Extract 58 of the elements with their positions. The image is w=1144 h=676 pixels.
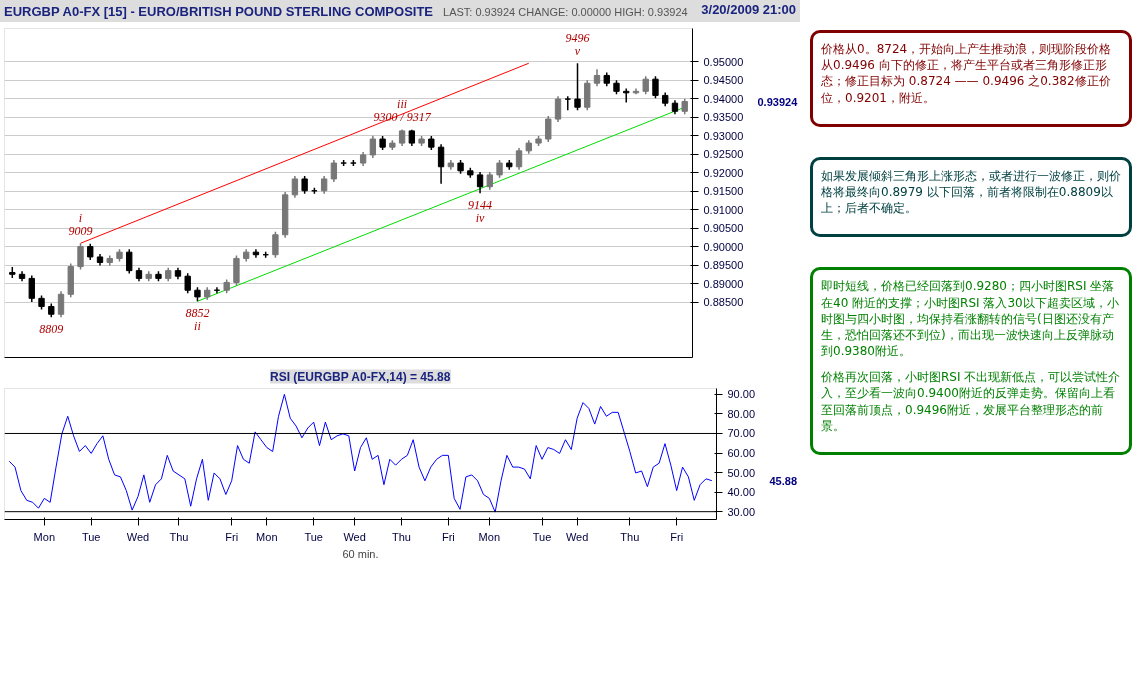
x-tick-label: Fri (225, 530, 239, 543)
x-tick-label: Fri (670, 530, 684, 543)
text: 价格从0。8724，开始向上产生推动浪，则现阶段价格从0.9496 向下的修正，将产生平台或者三角形修正形态；修正目标为 0.8724 —— 0.9496 之0.382修正价位，0.9201，附近。 (821, 41, 1113, 106)
annotation: 8809 (39, 322, 64, 337)
chart-subtitle: LAST: 0.93924 CHANGE: 0.00000 HIGH: 0.93924 (443, 6, 688, 18)
y-tick-label: 0.88500 (703, 296, 744, 309)
x-tick-label: Mon (478, 530, 501, 543)
x-tick-label: Wed (343, 530, 366, 543)
annotation: ii (194, 319, 201, 334)
annotation: 9300 / 9317 (373, 110, 432, 125)
text: 0.93924 (757, 95, 799, 108)
y-tick-label: 90.00 (727, 388, 756, 401)
chart-title: EURGBP A0-FX [15] - EURO/BRITISH POUND STERLING COMPOSITE (4, 4, 434, 19)
x-tick-label: Fri (441, 530, 455, 543)
y-tick-label: 0.92000 (703, 166, 744, 179)
x-tick-label: Thu (392, 530, 411, 543)
y-tick-label: 80.00 (727, 407, 756, 420)
x-tick-label: Mon (256, 530, 278, 543)
y-tick-label: 0.89500 (703, 259, 744, 272)
x-tick-label: Thu (620, 530, 640, 543)
y-tick-label: 40.00 (727, 486, 756, 499)
x-tick-label: Tue (532, 530, 552, 543)
y-tick-label: 0.90500 (703, 222, 744, 235)
y-tick-label: 0.91000 (703, 203, 744, 216)
annotation: 9009 (68, 224, 93, 239)
x-tick-label: Mon (33, 530, 56, 543)
annotation: iii (397, 97, 408, 112)
y-tick-label: 0.93500 (703, 111, 744, 124)
y-tick-label: 50.00 (727, 466, 756, 479)
x-tick-label: Tue (81, 530, 101, 543)
x-tick-label: Thu (169, 530, 189, 543)
text: 即时短线，价格已经回落到0.9280；四小时图RSI 坐落在40 附近的支撑；小时图RSI 落入30以下超卖区域，小时图与四小时图，均保持看涨翻转的信号(日图还没有产生，恐怕回落还不到位)，而出现一波快速向上反弹脉动到0.9380附近。 (821, 278, 1120, 360)
annotation: iv (475, 211, 486, 226)
x-tick-label: Wed (126, 530, 150, 543)
y-tick-label: 0.93000 (703, 129, 744, 142)
y-tick-label: 0.94000 (703, 92, 744, 105)
chart-title: RSI (EURGBP A0-FX,14) = 45.88 (269, 369, 451, 384)
y-tick-label: 0.92500 (703, 148, 744, 161)
text: 价格再次回落，小时图RSI 不出现新低点，可以尝试性介入，至少看一波向0.9400附近的反弹走势。保留向上看至回落前顶点，0.9496附近，发展平台整理形态的前景。 (821, 369, 1121, 434)
annotation: 8852 (185, 306, 210, 321)
y-tick-label: 0.90000 (703, 240, 744, 253)
y-tick-label: 70.00 (727, 427, 756, 440)
x-axis-title: 60 min. (342, 547, 379, 560)
text: 如果发展倾斜三角形上涨形态，或者进行一波修正，则价格将最终向0.8979 以下回落，前者将限制在0.8809以上；后者不确定。 (821, 167, 1121, 217)
y-tick-label: 30.00 (727, 505, 756, 518)
y-tick-label: 0.91500 (703, 185, 744, 198)
annotation: v (574, 44, 581, 59)
y-tick-label: 0.94500 (703, 74, 744, 87)
x-tick-label: Wed (565, 530, 589, 543)
x-tick-label: Tue (304, 530, 323, 543)
y-tick-label: 0.95000 (703, 55, 744, 68)
text: 3/20/2009 21:00 (701, 2, 796, 17)
y-tick-label: 0.89000 (703, 277, 744, 290)
annotation: 9144 (468, 198, 493, 213)
annotation: i (78, 211, 83, 226)
text: 45.88 (769, 474, 798, 487)
y-tick-label: 60.00 (727, 447, 756, 460)
annotation: 9496 (565, 31, 590, 46)
